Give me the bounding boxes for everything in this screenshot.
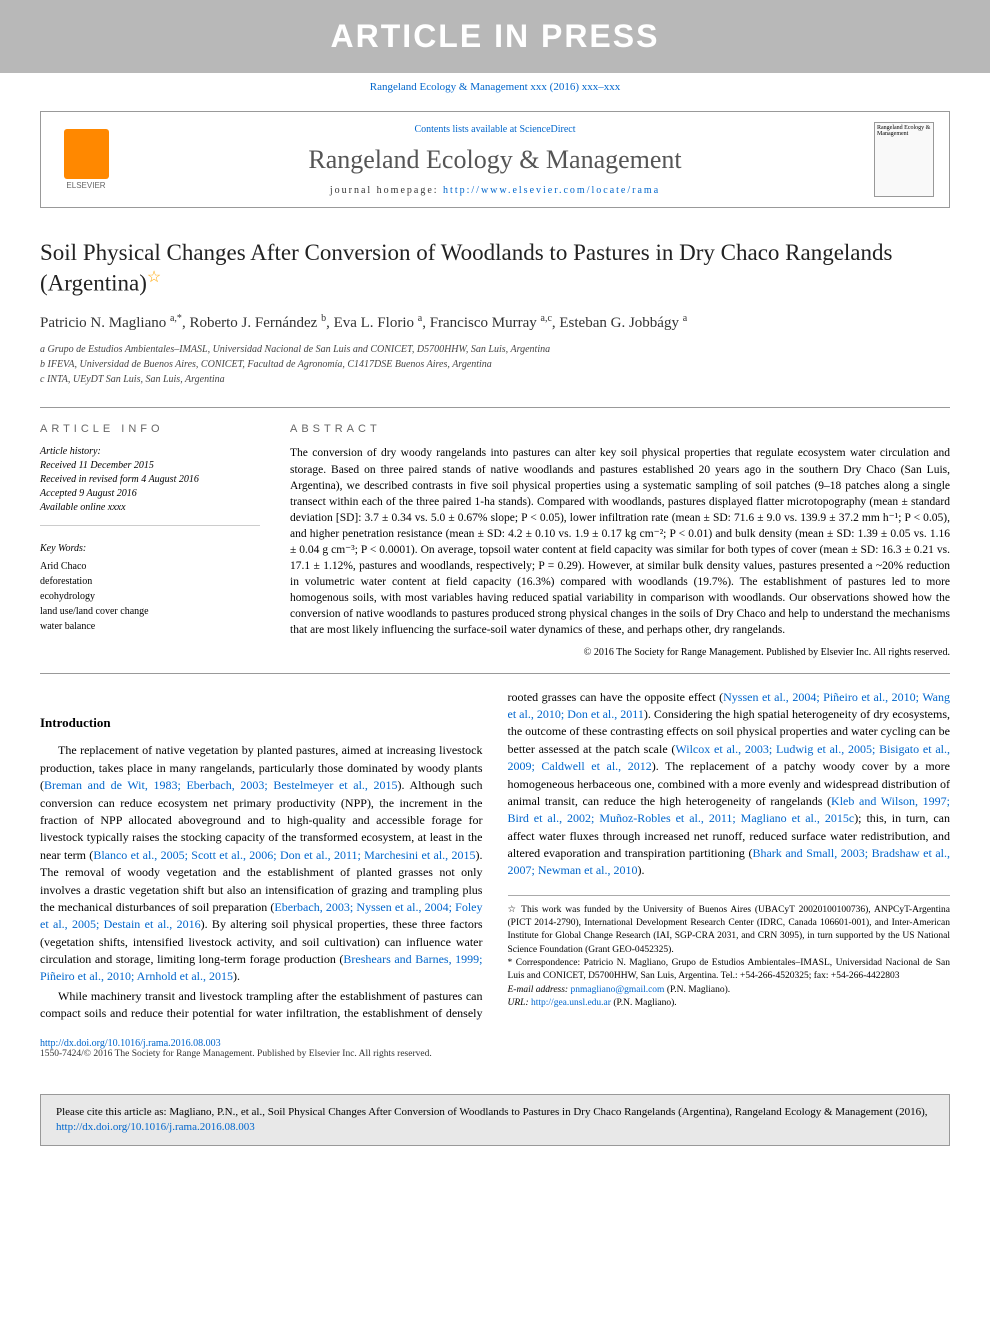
journal-header-box: ELSEVIER Contents lists available at Sci…	[40, 111, 950, 208]
author-4: Francisco Murray a,c	[430, 315, 552, 331]
email-link[interactable]: pnmagliano@gmail.com	[570, 985, 664, 995]
journal-cover-thumbnail: Rangeland Ecology & Management	[874, 122, 934, 197]
cite-footer-text: Please cite this article as: Magliano, P…	[56, 1106, 928, 1118]
cite-footer-box: Please cite this article as: Magliano, P…	[40, 1094, 950, 1147]
abstract-column: ABSTRACT The conversion of dry woody ran…	[290, 423, 950, 657]
contents-line[interactable]: Contents lists available at ScienceDirec…	[116, 124, 874, 135]
author-3: Eva L. Florio a	[334, 315, 423, 331]
history-received: Received 11 December 2015	[40, 459, 260, 473]
article-info-heading: ARTICLE INFO	[40, 423, 260, 435]
intro-paragraph-1: The replacement of native vegetation by …	[40, 742, 483, 985]
author-5: Esteban G. Jobbágy a	[559, 315, 687, 331]
title-text: Soil Physical Changes After Conversion o…	[40, 240, 892, 296]
abstract-text: The conversion of dry woody rangelands i…	[290, 445, 950, 638]
affiliations: a Grupo de Estudios Ambientales–IMASL, U…	[40, 342, 950, 387]
history-online: Available online xxxx	[40, 501, 260, 515]
doi-block: http://dx.doi.org/10.1016/j.rama.2016.08…	[40, 1038, 950, 1059]
keyword-5: water balance	[40, 619, 260, 634]
keyword-2: deforestation	[40, 574, 260, 589]
top-citation: Rangeland Ecology & Management xxx (2016…	[0, 73, 990, 101]
journal-name: Rangeland Ecology & Management	[116, 145, 874, 175]
keywords-block: Key Words: Arid Chaco deforestation ecoh…	[40, 541, 260, 634]
affiliation-c: c INTA, UEyDT San Luis, San Luis, Argent…	[40, 372, 950, 387]
author-2: Roberto J. Fernández b	[189, 315, 326, 331]
doi-link[interactable]: http://dx.doi.org/10.1016/j.rama.2016.08…	[40, 1038, 221, 1049]
history-revised: Received in revised form 4 August 2016	[40, 473, 260, 487]
affiliation-b: b IFEVA, Universidad de Buenos Aires, CO…	[40, 357, 950, 372]
homepage-prefix: journal homepage:	[330, 185, 443, 196]
journal-center: Contents lists available at ScienceDirec…	[116, 124, 874, 196]
history-accepted: Accepted 9 August 2016	[40, 487, 260, 501]
url-link[interactable]: http://gea.unsl.edu.ar	[531, 998, 611, 1008]
ref-link[interactable]: Breman and de Wit, 1983; Eberbach, 2003;…	[44, 778, 398, 792]
elsevier-label: ELSEVIER	[66, 181, 105, 190]
ref-link[interactable]: Blanco et al., 2005; Scott et al., 2006;…	[93, 848, 475, 862]
authors-line: Patricio N. Magliano a,*, Roberto J. Fer…	[40, 313, 950, 332]
introduction-heading: Introduction	[40, 714, 483, 733]
keyword-1: Arid Chaco	[40, 559, 260, 574]
article-info-column: ARTICLE INFO Article history: Received 1…	[40, 423, 260, 657]
doi-copyright: 1550-7424/© 2016 The Society for Range M…	[40, 1049, 950, 1059]
article-title: Soil Physical Changes After Conversion o…	[40, 238, 950, 298]
cite-footer-link[interactable]: http://dx.doi.org/10.1016/j.rama.2016.08…	[56, 1121, 255, 1133]
keyword-3: ecohydrology	[40, 589, 260, 604]
article-history: Article history: Received 11 December 20…	[40, 445, 260, 526]
elsevier-logo: ELSEVIER	[56, 125, 116, 195]
history-label: Article history:	[40, 445, 260, 459]
correspondence-footnote: * Correspondence: Patricio N. Magliano, …	[508, 957, 951, 984]
url-footnote: URL: http://gea.unsl.edu.ar (P.N. Maglia…	[508, 997, 951, 1010]
abstract-heading: ABSTRACT	[290, 423, 950, 435]
abstract-copyright: © 2016 The Society for Range Management.…	[290, 647, 950, 658]
keywords-label: Key Words:	[40, 541, 260, 556]
affiliation-a: a Grupo de Estudios Ambientales–IMASL, U…	[40, 342, 950, 357]
footnotes: ☆ This work was funded by the University…	[508, 895, 951, 1010]
article-in-press-watermark: ARTICLE IN PRESS	[0, 0, 990, 73]
email-footnote: E-mail address: pnmagliano@gmail.com (P.…	[508, 984, 951, 997]
journal-homepage: journal homepage: http://www.elsevier.co…	[116, 185, 874, 196]
keyword-4: land use/land cover change	[40, 604, 260, 619]
funding-star-icon: ☆	[147, 269, 161, 286]
author-1: Patricio N. Magliano a,*	[40, 315, 182, 331]
funding-footnote: ☆ This work was funded by the University…	[508, 904, 951, 957]
elsevier-tree-icon	[64, 129, 109, 179]
homepage-link[interactable]: http://www.elsevier.com/locate/rama	[443, 185, 660, 196]
